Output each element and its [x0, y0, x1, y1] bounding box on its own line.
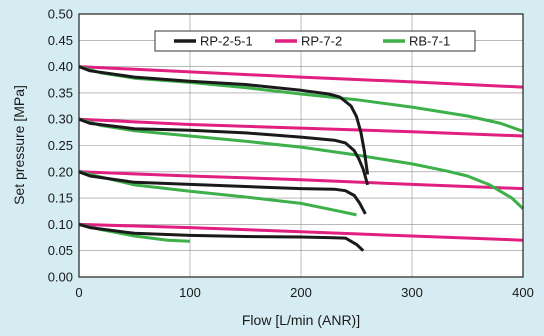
plot-frame — [78, 13, 524, 278]
legend-box — [154, 30, 476, 52]
x-tick-label: 400 — [512, 285, 534, 300]
y-tick-labels: 0.00 0.05 0.10 0.15 0.20 0.25 0.30 0.35 0.40 0.45… — [48, 7, 73, 285]
y-tick-label: 0.50 — [48, 7, 73, 22]
y-axis-title: Set pressure [MPa] — [11, 85, 27, 205]
y-tick-label: 0.30 — [48, 112, 73, 127]
y-tick-label: 0.45 — [48, 33, 73, 48]
series-line-rp-2-5-1-2 — [78, 117, 370, 186]
x-tick-label: 200 — [290, 285, 312, 300]
series-line-rp-2-5-1-3 — [78, 170, 367, 215]
series-line-rp-7-2-2 — [78, 117, 524, 138]
y-tick-label: 0.10 — [48, 217, 73, 232]
x-tick-label: 0 — [75, 285, 82, 300]
y-tick-label: 0.05 — [48, 243, 73, 258]
y-tick-label: 0.00 — [48, 270, 73, 285]
series-line-rp-2-5-1-4 — [78, 222, 365, 252]
y-tick-label: 0.40 — [48, 59, 73, 74]
series-line-rp-7-2-3 — [78, 170, 524, 191]
y-tick-label: 0.25 — [48, 138, 73, 153]
legend-items: RP-2-5-1 RP-7-2 RB-7-1 — [174, 34, 450, 49]
legend-label: RB-7-1 — [409, 34, 450, 49]
series-line-rp-7-2-4 — [78, 222, 524, 242]
legend: RP-2-5-1 RP-7-2 RB-7-1 — [154, 30, 476, 52]
x-tick-label: 100 — [179, 285, 201, 300]
y-tick-label: 0.20 — [48, 164, 73, 179]
series-line-rp-7-2-1 — [78, 65, 524, 89]
y-tick-label: 0.35 — [48, 85, 73, 100]
legend-label: RP-2-5-1 — [200, 34, 253, 49]
x-tick-labels: 0 100 200 300 400 — [75, 285, 533, 300]
legend-label: RP-7-2 — [301, 34, 342, 49]
x-tick-label: 300 — [401, 285, 423, 300]
x-axis-title: Flow [L/min (ANR)] — [242, 312, 360, 328]
series-layer — [78, 65, 525, 252]
y-tick-label: 0.15 — [48, 191, 73, 206]
series-line-rp-2-5-1-1 — [78, 65, 370, 175]
